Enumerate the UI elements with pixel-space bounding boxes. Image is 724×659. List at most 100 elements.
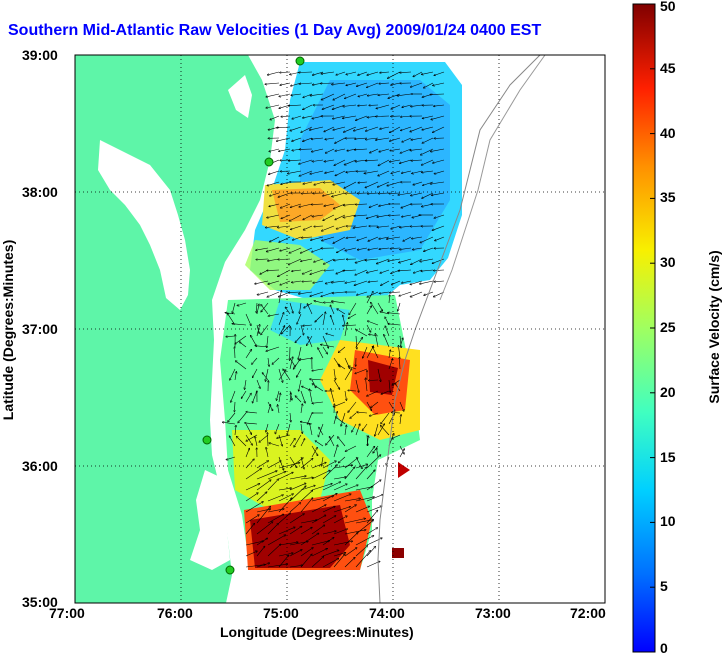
- velocity-arrow: [267, 181, 280, 186]
- velocity-arrow: [357, 82, 368, 86]
- velocity-arrow: [413, 181, 423, 185]
- velocity-arrow: [333, 477, 346, 480]
- velocity-arrow: [366, 292, 373, 304]
- velocity-arrow: [278, 553, 293, 557]
- velocity-arrow: [300, 324, 304, 335]
- velocity-arrow: [245, 423, 252, 434]
- velocity-arrow: [230, 368, 236, 380]
- velocity-arrow: [350, 412, 357, 418]
- velocity-arrow: [291, 225, 302, 229]
- velocity-arrow: [245, 423, 258, 425]
- velocity-arrow: [387, 181, 401, 186]
- velocity-arrow: [256, 546, 265, 557]
- velocity-arrow: [300, 527, 312, 535]
- velocity-arrow: [281, 324, 291, 334]
- velocity-arrow: [321, 71, 335, 74]
- velocity-arrow: [410, 280, 423, 285]
- velocity-arrow: [333, 236, 346, 243]
- velocity-arrow: [367, 214, 379, 218]
- velocity-arrow: [322, 559, 339, 568]
- velocity-arrow: [245, 524, 255, 535]
- velocity-arrow: [322, 506, 335, 513]
- velocity-arrow: [303, 225, 313, 230]
- velocity-arrow: [388, 350, 390, 359]
- velocity-arrow: [402, 104, 412, 107]
- velocity-arrow: [355, 520, 374, 524]
- velocity-arrow: [312, 368, 324, 371]
- velocity-arrow: [299, 159, 313, 164]
- velocity-arrow: [369, 334, 379, 337]
- chesapeake-bay: [98, 140, 190, 310]
- velocity-arrow: [289, 302, 293, 313]
- velocity-arrow: [355, 269, 368, 275]
- velocity-arrow: [343, 325, 357, 326]
- velocity-arrow: [310, 93, 324, 96]
- velocity-arrow: [281, 203, 291, 208]
- velocity-arrow: [324, 159, 335, 162]
- velocity-arrow: [267, 472, 286, 480]
- velocity-arrow: [287, 423, 291, 435]
- velocity-arrow: [310, 170, 324, 174]
- velocity-arrow: [355, 536, 374, 546]
- velocity-arrow: [432, 258, 445, 263]
- velocity-arrow: [311, 525, 325, 535]
- velocity-arrow: [349, 302, 357, 315]
- velocity-arrow: [371, 401, 379, 408]
- velocity-arrow: [315, 441, 324, 447]
- velocity-arrow: [312, 204, 324, 205]
- velocity-arrow: [403, 236, 412, 241]
- velocity-arrow: [256, 492, 267, 502]
- velocity-arrow: [348, 313, 357, 318]
- velocity-arrow: [421, 148, 434, 155]
- velocity-arrow: [368, 321, 379, 326]
- velocity-arrow: [301, 237, 313, 238]
- velocity-arrow: [391, 170, 401, 174]
- velocity-arrow: [292, 137, 302, 141]
- velocity-arrow: [299, 203, 313, 207]
- velocity-arrow: [433, 82, 445, 86]
- velocity-arrow: [313, 280, 324, 283]
- y-tick-label: 38:00: [22, 184, 58, 200]
- velocity-arrow: [256, 247, 269, 250]
- velocity-arrow: [344, 425, 346, 436]
- velocity-arrow: [312, 214, 324, 217]
- velocity-arrow: [278, 405, 280, 414]
- colorbar-tick-label: 45: [660, 59, 676, 76]
- velocity-arrow: [268, 357, 269, 366]
- velocity-arrow: [355, 487, 373, 491]
- velocity-arrow: [356, 330, 368, 337]
- velocity-arrow: [300, 520, 317, 524]
- velocity-arrow: [310, 269, 324, 274]
- velocity-field: [220, 62, 462, 570]
- velocity-arrow: [341, 412, 346, 426]
- velocity-arrow: [369, 412, 379, 416]
- velocity-arrow: [398, 192, 412, 195]
- velocity-arrow: [332, 291, 346, 293]
- velocity-arrow: [266, 448, 269, 458]
- velocity-arrow: [322, 516, 336, 524]
- x-tick-label: 77:00: [49, 605, 85, 621]
- velocity-arrow: [292, 280, 302, 282]
- velocity-arrow: [388, 379, 390, 392]
- velocity-arrow: [333, 465, 353, 469]
- y-tick-label: 36:00: [22, 458, 58, 474]
- velocity-arrow: [311, 470, 330, 480]
- velocity-arrow: [315, 313, 324, 322]
- velocity-arrow: [281, 116, 291, 117]
- velocity-arrow: [367, 390, 379, 396]
- velocity-arrow: [277, 434, 291, 438]
- velocity-arrow: [401, 116, 412, 117]
- velocity-arrow: [367, 71, 379, 75]
- colorbar-label: Surface Velocity (cm/s): [706, 250, 722, 404]
- velocity-arrow: [269, 443, 280, 447]
- velocity-arrow: [267, 405, 271, 414]
- velocity-arrow: [324, 303, 335, 304]
- velocity-arrow: [256, 563, 269, 568]
- velocity-arrow: [346, 236, 357, 238]
- velocity-arrow: [356, 204, 368, 205]
- velocity-arrow: [344, 485, 358, 491]
- x-tick-label: 74:00: [369, 605, 405, 621]
- velocity-arrow: [303, 137, 313, 141]
- velocity-arrow: [246, 412, 258, 414]
